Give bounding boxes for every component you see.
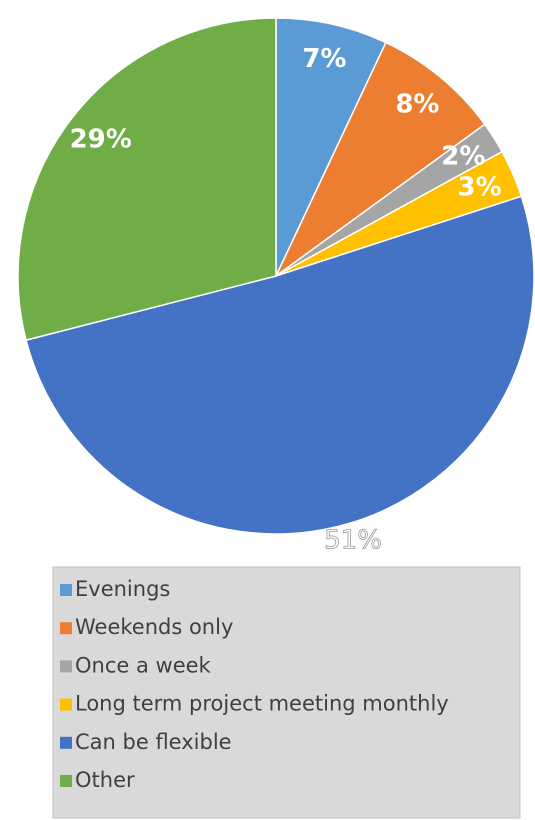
data-label: 7% xyxy=(302,44,346,74)
legend-swatch xyxy=(60,775,72,787)
data-label: 3% xyxy=(458,172,502,202)
legend-swatch xyxy=(60,736,72,749)
pie-slice xyxy=(275,17,387,277)
legend-label: Evenings xyxy=(75,577,170,601)
pie-slice xyxy=(25,195,535,535)
legend-label: Other xyxy=(75,768,135,792)
legend-swatch xyxy=(60,698,72,711)
legend-swatch xyxy=(60,584,72,596)
legend-box xyxy=(52,566,521,819)
pie-slice xyxy=(275,41,486,277)
pie-slice xyxy=(17,17,277,342)
legend-swatch xyxy=(60,660,72,673)
legend-label: Weekends only xyxy=(75,615,233,639)
data-label: 29% xyxy=(70,125,132,155)
legend-swatch xyxy=(60,622,72,635)
legend-label: Long term project meeting monthly xyxy=(75,692,449,716)
data-label: 8% xyxy=(395,90,439,120)
data-label: 51% xyxy=(324,526,382,556)
legend-label: Once a week xyxy=(75,653,212,677)
data-label: 2% xyxy=(441,142,485,172)
legend-label: Can be flexible xyxy=(75,730,232,754)
